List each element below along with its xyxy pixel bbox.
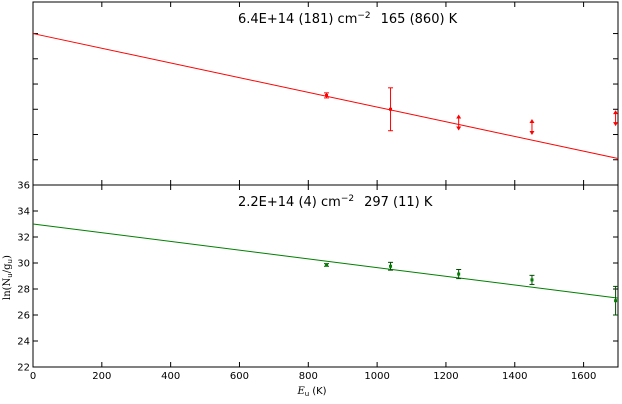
y-label-mid: /g [2,263,13,273]
x-label-main: E [296,386,305,397]
lower-data-point [530,278,534,282]
upper-y-tick-label: 36 [17,181,30,192]
x-tick-label: 1200 [433,371,458,382]
upper-annotation-suffix: 165 (860) K [381,12,458,27]
upper-panel-frame [32,1,619,186]
upper-limit-arrow-down [456,126,462,131]
x-tick-label: 200 [92,371,111,382]
x-tick-label: 600 [230,371,249,382]
x-axis-ticks: 0 200 400 600 800 1000 1200 1400 1600 [30,2,596,382]
lower-y-tick-label: 26 [17,311,30,322]
x-label-sub: u [305,390,309,398]
x-tick-label: 800 [299,371,318,382]
upper-panel: 36 6.4E+14 (181) cm−2 165 (860) K [17,1,619,192]
upper-limit-arrow-up [529,118,535,123]
lower-panel-y-ticks: 22 24 26 28 30 32 34 [17,207,618,374]
lower-y-tick-label: 24 [17,337,30,348]
lower-annotation-prefix: 2.2E+14 (4) cm [238,195,341,210]
lower-y-tick-label: 32 [17,233,30,244]
x-tick-label: 0 [30,371,36,382]
lower-data-point [614,299,618,303]
x-label-unit: (K) [312,386,326,397]
upper-limit-arrow-up [613,110,619,115]
lower-panel-frame [32,184,619,368]
lower-y-tick-label: 30 [17,259,30,270]
lower-annotation-exponent: −2 [341,194,354,204]
upper-data-point [325,93,329,97]
upper-annotation-exponent: −2 [357,11,370,21]
x-tick-label: 1000 [364,371,389,382]
x-tick-label: 1400 [502,371,527,382]
lower-panel-data-points [324,261,619,316]
upper-panel-annotation: 6.4E+14 (181) cm−2 165 (860) K [238,11,458,27]
lower-panel-fit-line [32,223,619,299]
lower-y-tick-label: 34 [17,207,30,218]
upper-limit-arrow-up [456,114,462,119]
upper-annotation-prefix: 6.4E+14 (181) cm [238,12,357,27]
lower-data-point [325,263,329,267]
upper-data-point [389,107,393,111]
upper-panel-data-points [324,87,619,135]
upper-panel-y-ticks: 36 [17,33,618,192]
x-tick-label: 1600 [571,371,596,382]
x-axis-label: Eu (K) [296,386,326,398]
y-label-main: ln(N [2,277,13,300]
x-tick-label: 400 [161,371,180,382]
lower-y-tick-label: 28 [17,285,30,296]
upper-limit-arrow-down [613,122,619,127]
lower-data-point [389,264,393,268]
y-label-sub1: u [6,273,14,277]
lower-data-point [457,272,461,276]
upper-limit-arrow-down [529,130,535,135]
y-label-sub2: u [6,259,14,263]
lower-panel: 22 24 26 28 30 32 34 0 200 400 600 800 1000 1200 1400… [2,2,619,398]
lower-y-tick-label: 22 [17,363,30,374]
lower-annotation-suffix: 297 (11) K [364,195,433,210]
y-label-end: ) [2,255,13,259]
y-axis-label: ln(Nu/gu) [2,255,14,300]
lower-panel-annotation: 2.2E+14 (4) cm−2 297 (11) K [238,194,433,210]
